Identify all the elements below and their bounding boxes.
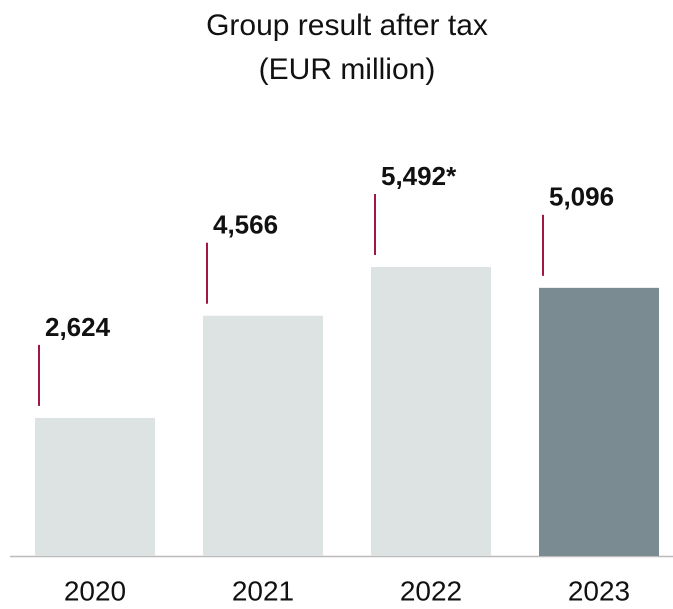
chart-subtitle: (EUR million) [259, 53, 436, 86]
value-label: 5,096 [549, 182, 614, 212]
value-label: 2,624 [45, 312, 111, 342]
x-tick-label: 2023 [568, 575, 630, 606]
bar [35, 417, 155, 556]
x-tick-label: 2021 [232, 575, 294, 606]
bar [371, 267, 491, 556]
value-label: 4,566 [213, 210, 278, 240]
bar [203, 315, 323, 556]
value-label: 5,492* [381, 161, 457, 191]
bar [539, 287, 659, 556]
x-tick-label: 2020 [64, 575, 126, 606]
chart-title: Group result after tax [206, 9, 488, 42]
x-tick-label: 2022 [400, 575, 462, 606]
